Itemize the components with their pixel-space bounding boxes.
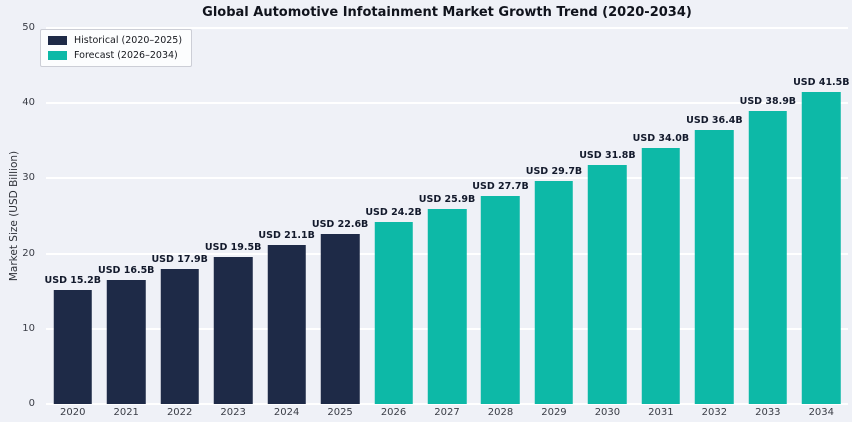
bar-group-2023: USD 19.5B [204,28,262,404]
x-tick-label-2032: 2032 [701,407,728,418]
x-tick-label-2024: 2024 [273,407,300,418]
bar-group-2029: USD 29.7B [525,28,583,404]
y-axis: 0 10 20 30 40 50 [0,23,40,409]
bar-value-label: USD 22.6B [311,219,369,231]
x-tick-label-2031: 2031 [648,407,674,418]
bar-value-label: USD 34.0B [632,133,690,145]
x-tick-label-2023: 2023 [220,407,246,418]
bar-value-label: USD 17.9B [151,254,208,266]
y-tick-label: 50 [22,22,35,33]
gridline-y-0 [46,403,848,405]
x-tick-label-2025: 2025 [327,407,353,418]
y-tick-label: 0 [28,398,35,409]
bar-2030 [588,164,627,404]
bar-group-2025: USD 22.6B [311,28,369,404]
bar-value-label: USD 24.2B [365,207,422,219]
bar-group-2026: USD 24.2B [365,28,422,404]
x-tick-label-2033: 2033 [755,407,781,418]
bar-2025 [320,234,360,404]
bar-value-label: USD 16.5B [97,264,155,276]
bar-value-label: USD 38.9B [739,96,797,108]
x-tick-label-2022: 2022 [166,407,193,418]
bar-value-label: USD 41.5B [793,76,850,88]
legend-label: Historical (2020–2025) [74,35,183,46]
legend-label: Forecast (2026–2034) [74,50,178,61]
legend-item: Historical (2020–2025) [48,35,182,46]
bar-group-2030: USD 31.8B [579,28,636,404]
legend-item: Forecast (2026–2034) [48,50,182,61]
bar-2031 [641,148,681,404]
bar-value-label: USD 19.5B [204,242,262,254]
x-tick-label-2021: 2021 [113,407,139,418]
legend-swatch-icon [48,36,67,45]
chart-title: Global Automotive Infotainment Market Gr… [202,5,692,20]
bar-2028 [481,195,520,404]
x-tick-label-2029: 2029 [541,407,567,418]
legend: Historical (2020–2025) Forecast (2026–203… [40,29,193,67]
gridline-y-40 [46,102,848,105]
bar-value-label: USD 36.4B [686,115,743,127]
bar-group-2034: USD 41.5B [793,28,850,404]
y-tick-label: 40 [22,97,35,109]
bar-value-label: USD 21.1B [258,230,315,242]
bar-2026 [374,222,413,404]
x-tick-label-2028: 2028 [487,407,514,418]
x-axis: 2020 2021 2022 2023 2024 2025 2026 2027 2028 2029… [46,407,848,418]
bar-value-label: USD 27.7B [472,180,529,192]
x-tick-label-2030: 2030 [594,407,621,418]
bar-2027 [427,209,467,404]
bar-group-2020: USD 15.2B [44,28,101,404]
legend-swatch-icon [48,51,67,60]
bar-group-2027: USD 25.9B [418,28,476,404]
bar-group-2024: USD 21.1B [258,28,315,404]
bar-group-2021: USD 16.5B [97,28,155,404]
bar-group-2028: USD 27.7B [472,28,529,404]
gridline-y-30 [46,177,848,180]
bar-2021 [106,279,146,404]
bar-value-label: USD 29.7B [525,165,583,177]
bar-2029 [534,180,574,404]
bar-2023 [213,257,253,404]
gridline-y-50 [46,27,848,29]
bar-value-label: USD 25.9B [418,194,476,206]
x-tick-label-2034: 2034 [808,407,835,418]
bars-layer: USD 15.2B USD 16.5B USD 17.9B USD 19.5B USD … [44,28,850,404]
plot-area: USD 15.2B USD 16.5B USD 17.9B USD 19.5B USD … [44,27,850,405]
bar-group-2022: USD 17.9B [151,28,208,404]
bar-2034 [802,91,841,404]
bar-value-label: USD 15.2B [44,274,101,286]
bar-2032 [695,130,734,404]
bar-2024 [267,245,306,404]
bar-2022 [160,269,199,404]
x-tick-label-2020: 2020 [60,407,86,418]
bar-group-2031: USD 34.0B [632,28,690,404]
bar-value-label: USD 31.8B [579,149,636,161]
bar-2020 [53,289,92,404]
bar-group-2033: USD 38.9B [739,28,797,404]
y-tick-label: 20 [22,247,35,259]
x-tick-label-2026: 2026 [380,407,407,418]
y-tick-label: 10 [22,322,35,334]
y-tick-label: 30 [22,172,35,184]
x-tick-label-2027: 2027 [434,407,460,418]
bar-2033 [748,111,788,404]
bar-group-2032: USD 36.4B [686,28,743,404]
